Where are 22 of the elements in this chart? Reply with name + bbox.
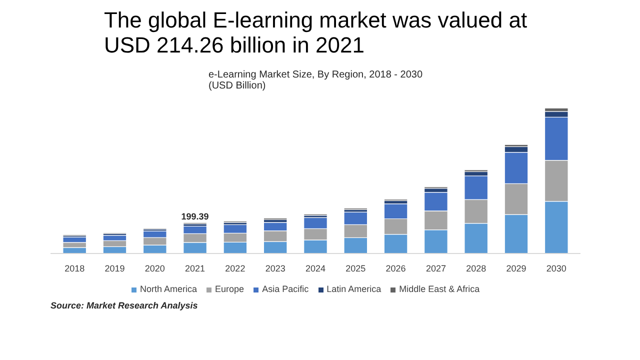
- legend-label: North America: [140, 284, 198, 294]
- x-tick-label: 2022: [225, 264, 246, 274]
- x-tick-label: 2020: [144, 264, 165, 274]
- x-tick-label: 2019: [104, 264, 125, 274]
- x-tick-label: 2027: [426, 264, 446, 274]
- x-tick-label: 2026: [386, 264, 406, 274]
- annotation: 199.39: [181, 212, 209, 222]
- legend-label: Latin America: [326, 284, 382, 294]
- chart-title: The global E-learning market was valued at USD 214.26 billion in 2021: [104, 8, 528, 58]
- x-tick-label: 2021: [185, 264, 206, 274]
- x-tick-label: 2030: [546, 264, 566, 274]
- source-note: Source: Market Research Analysis: [50, 300, 198, 310]
- legend-label: Asia Pacific: [262, 284, 309, 294]
- x-tick-label: 2024: [305, 264, 326, 274]
- legend-label: Europe: [215, 284, 244, 294]
- x-tick-label: 2023: [265, 264, 286, 274]
- x-tick-label: 2028: [466, 264, 486, 274]
- x-tick-label: 2029: [506, 264, 526, 274]
- x-tick-label: 2025: [346, 264, 366, 274]
- chart-subtitle: e-Learning Market Size, By Region, 2018 - 2030 (USD Billion): [208, 70, 423, 92]
- x-tick-label: 2018: [64, 264, 85, 274]
- legend-label: Middle East & Africa: [399, 284, 480, 294]
